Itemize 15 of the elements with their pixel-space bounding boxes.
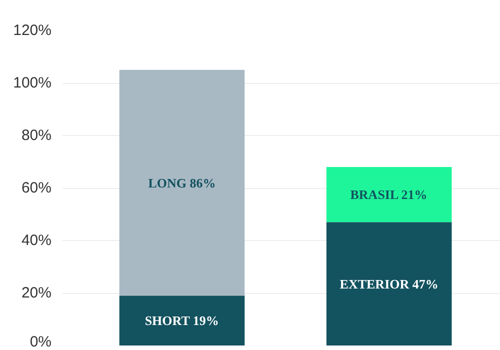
data-label: EXTERIOR 47% — [340, 276, 438, 292]
y-tick-label: 60% — [21, 180, 52, 196]
bar — [119, 296, 245, 346]
y-tick-label: 100% — [13, 74, 52, 92]
bar — [326, 222, 452, 346]
bar — [326, 167, 452, 222]
y-tick-label: 120% — [13, 22, 52, 39]
data-label: SHORT 19% — [144, 313, 219, 328]
y-tick-label: 80% — [21, 127, 52, 144]
y-tick-label: 20% — [21, 284, 52, 302]
y-tick-label: 40% — [21, 232, 52, 249]
data-label: LONG 86% — [148, 175, 216, 190]
bar — [119, 70, 245, 296]
y-tick-label: 0% — [30, 334, 52, 350]
data-label: BRASIL 21% — [350, 187, 428, 202]
